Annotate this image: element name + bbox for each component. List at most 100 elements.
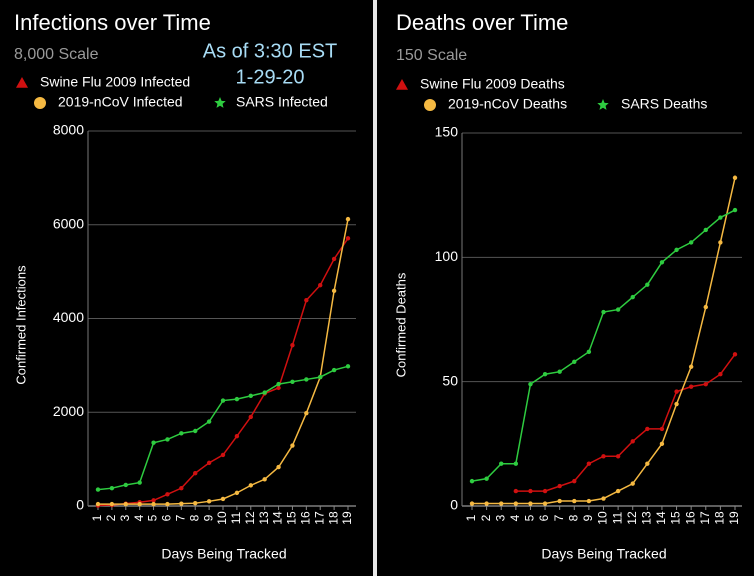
data-point xyxy=(220,496,226,502)
data-point xyxy=(248,393,253,399)
legend-marker xyxy=(424,99,436,111)
data-point xyxy=(304,298,309,303)
data-point xyxy=(630,481,635,486)
data-point xyxy=(290,443,295,448)
y-tick-label: 50 xyxy=(442,372,458,388)
data-point xyxy=(499,501,504,506)
data-point xyxy=(469,478,475,484)
data-point xyxy=(630,294,635,300)
legend-label: SARS Deaths xyxy=(621,96,707,112)
data-point xyxy=(137,480,142,485)
data-point xyxy=(630,439,635,444)
y-tick-label: 2000 xyxy=(53,403,84,419)
data-point xyxy=(262,477,267,482)
chart-subtitle: 8,000 Scale xyxy=(14,46,99,63)
data-point xyxy=(615,488,621,494)
data-point xyxy=(151,498,156,503)
data-point xyxy=(151,501,156,507)
data-point xyxy=(137,501,142,507)
data-point xyxy=(557,483,562,489)
x-tick-label: 2 xyxy=(104,514,118,521)
x-tick-label: 8 xyxy=(566,514,580,521)
data-point xyxy=(276,464,281,470)
x-tick-label: 19 xyxy=(340,511,354,525)
data-point xyxy=(206,499,212,504)
data-point xyxy=(688,364,694,369)
data-point xyxy=(645,282,650,287)
data-point xyxy=(484,501,489,506)
data-point xyxy=(615,307,621,312)
x-tick-label: 9 xyxy=(201,514,215,521)
legend-label: SARS Infected xyxy=(236,94,328,110)
x-tick-label: 14 xyxy=(271,511,285,525)
data-point xyxy=(248,414,253,420)
x-tick-label: 2 xyxy=(479,514,493,521)
x-tick-label: 11 xyxy=(229,511,243,524)
data-point xyxy=(179,485,184,491)
data-point xyxy=(165,492,170,497)
x-tick-label: 1 xyxy=(90,514,104,521)
data-point xyxy=(572,359,577,364)
data-point xyxy=(290,343,295,348)
data-point xyxy=(674,389,679,394)
data-point xyxy=(179,501,184,506)
data-point xyxy=(95,487,101,492)
data-point xyxy=(528,488,533,494)
data-point xyxy=(220,398,226,403)
legend-label: 2019-nCoV Infected xyxy=(58,94,183,110)
x-tick-label: 5 xyxy=(523,514,537,521)
data-point xyxy=(331,367,337,373)
data-point xyxy=(718,215,723,220)
data-point xyxy=(718,240,723,245)
x-tick-label: 10 xyxy=(215,511,229,525)
data-point xyxy=(193,500,198,506)
data-point xyxy=(572,478,577,484)
x-tick-label: 6 xyxy=(537,514,551,521)
data-point xyxy=(248,483,253,488)
series-line xyxy=(515,353,736,492)
data-point xyxy=(469,501,475,506)
x-tick-label: 4 xyxy=(508,514,522,521)
data-point xyxy=(601,454,606,459)
data-point xyxy=(572,498,577,504)
data-point xyxy=(109,501,115,507)
x-tick-label: 12 xyxy=(625,511,639,525)
y-tick-label: 6000 xyxy=(53,215,84,231)
legend-label: Swine Flu 2009 Deaths xyxy=(420,76,565,92)
x-tick-label: 14 xyxy=(654,511,668,525)
x-tick-label: 8 xyxy=(187,514,201,521)
data-point xyxy=(542,488,548,494)
data-point xyxy=(262,390,267,395)
x-axis-label: Days Being Tracked xyxy=(541,546,666,562)
data-point xyxy=(109,485,115,491)
y-axis-label: Confirmed Deaths xyxy=(393,272,408,377)
data-point xyxy=(557,369,562,374)
data-point xyxy=(659,260,665,265)
data-point xyxy=(674,401,679,407)
data-point xyxy=(513,461,519,466)
data-point xyxy=(276,385,281,391)
data-point xyxy=(484,476,489,481)
data-point xyxy=(165,437,170,442)
data-point xyxy=(513,488,519,494)
data-point xyxy=(206,419,212,424)
data-point xyxy=(586,461,592,466)
x-tick-label: 16 xyxy=(299,511,313,525)
data-point xyxy=(645,426,650,432)
data-point xyxy=(732,207,738,213)
chart-title: Infections over Time xyxy=(14,10,211,35)
x-tick-label: 18 xyxy=(326,511,340,525)
data-point xyxy=(528,501,533,506)
chart-title: Deaths over Time xyxy=(396,10,568,35)
data-point xyxy=(193,428,198,434)
x-tick-label: 12 xyxy=(243,511,257,525)
data-point xyxy=(499,461,504,466)
x-tick-label: 16 xyxy=(683,511,697,525)
x-tick-label: 18 xyxy=(713,511,727,525)
data-point xyxy=(732,352,738,357)
x-tick-label: 15 xyxy=(669,511,683,525)
data-point xyxy=(318,374,323,380)
x-tick-label: 7 xyxy=(552,514,566,521)
data-point xyxy=(290,379,295,384)
